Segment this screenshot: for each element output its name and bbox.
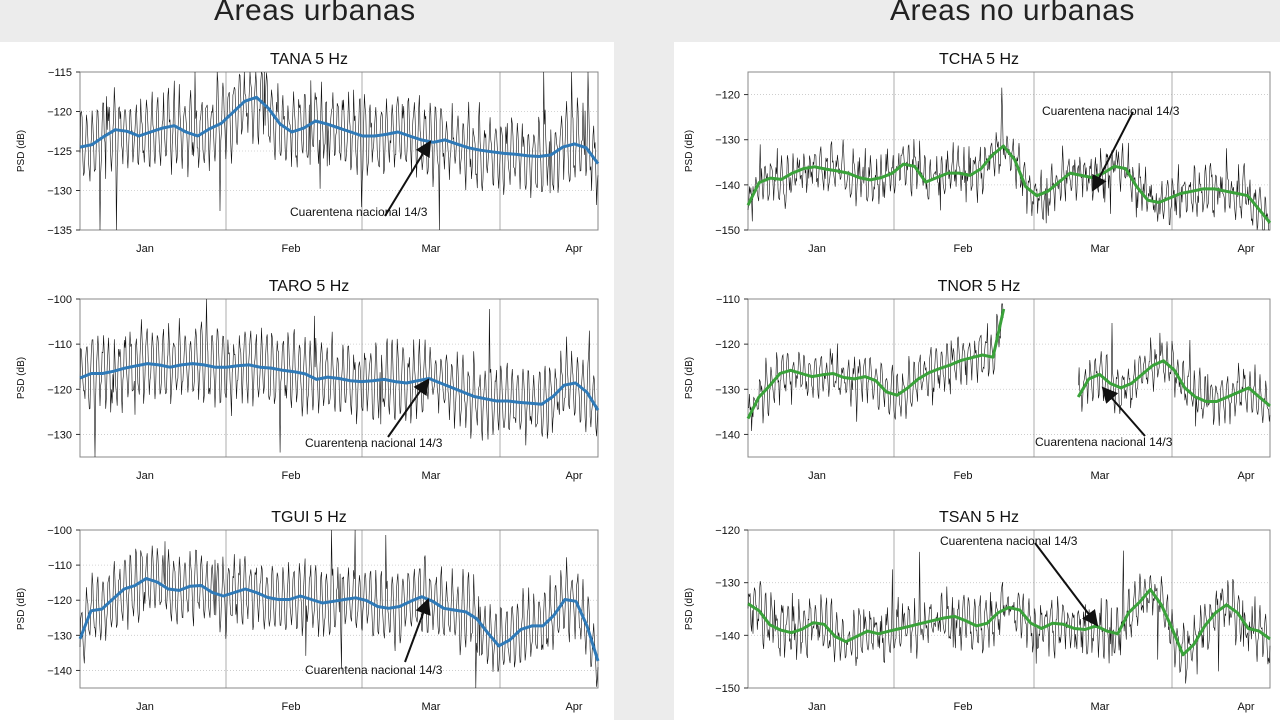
y-tick-label: −100	[47, 525, 72, 537]
raw-psd-trace	[748, 303, 1271, 432]
chart-tcha: −120 −130 −140 −150 Jan Feb Mar Apr PSD (dB) TCHA…	[684, 51, 1272, 255]
x-tick-label: Jan	[136, 243, 154, 255]
x-tick-label: Mar	[422, 243, 441, 255]
chart-title: TARO 5 Hz	[269, 278, 350, 295]
raw-psd-trace	[79, 298, 599, 458]
y-axis-label: PSD (dB)	[684, 357, 695, 399]
quarantine-arrow	[1034, 542, 1099, 627]
smoothed-psd-line	[79, 95, 600, 165]
y-tick-label: −130	[715, 578, 740, 590]
x-tick-label: Apr	[1237, 243, 1254, 255]
quarantine-annotation: Cuarentena nacional 14/3	[290, 205, 428, 219]
chart-title: TANA 5 Hz	[270, 51, 348, 68]
smoothed-psd-line	[746, 308, 1271, 420]
y-tick-label: −130	[47, 630, 72, 642]
y-tick-label: −140	[715, 180, 740, 192]
y-tick-label: −120	[47, 595, 72, 607]
chart-tana: −115 −120 −125 −130 −135 Jan Feb Mar Apr PSD (dB)…	[16, 51, 600, 255]
quarantine-arrow	[1092, 111, 1134, 192]
raw-psd-trace	[747, 550, 1271, 684]
chart-title: TGUI 5 Hz	[271, 509, 347, 526]
quarantine-annotation: Cuarentena nacional 14/3	[305, 663, 443, 677]
x-tick-label: Feb	[282, 701, 301, 713]
y-tick-label: −130	[47, 186, 72, 198]
chart-tsan: −120 −130 −140 −150 Jan Feb Mar Apr PSD (dB) TSAN…	[684, 509, 1271, 713]
y-tick-label: −125	[47, 146, 72, 158]
y-tick-label: −150	[715, 683, 740, 695]
x-tick-label: Mar	[1091, 470, 1110, 482]
plot-frame	[747, 529, 1271, 689]
y-tick-label: −130	[715, 135, 740, 147]
x-tick-label: Feb	[282, 243, 301, 255]
y-tick-label: −140	[715, 630, 740, 642]
x-tick-label: Apr	[1237, 470, 1254, 482]
quarantine-annotation: Cuarentena nacional 14/3	[305, 436, 443, 450]
raw-psd-trace	[79, 529, 599, 689]
x-tick-label: Jan	[136, 701, 154, 713]
x-tick-label: Mar	[1091, 701, 1110, 713]
quarantine-annotation: Cuarentena nacional 14/3	[1042, 104, 1180, 118]
smoothed-psd-line	[747, 588, 1271, 657]
x-tick-label: Jan	[808, 701, 826, 713]
chart-tnor: −110 −120 −130 −140 Jan Feb Mar Apr PSD (dB) TNOR…	[684, 278, 1271, 482]
x-tick-label: Jan	[808, 243, 826, 255]
y-axis-label: PSD (dB)	[16, 130, 27, 172]
y-tick-label: −120	[715, 90, 740, 102]
y-tick-label: −130	[47, 429, 72, 441]
y-tick-label: −120	[715, 339, 740, 351]
chart-title: TSAN 5 Hz	[939, 509, 1019, 526]
quarantine-arrow	[404, 598, 431, 663]
x-tick-label: Apr	[565, 243, 582, 255]
urban-areas-title: Áreas urbanas	[214, 0, 416, 27]
x-tick-label: Jan	[136, 470, 154, 482]
quarantine-arrow	[384, 140, 432, 217]
quarantine-arrow	[1101, 386, 1146, 437]
quarantine-arrow	[387, 378, 430, 438]
plot-frame	[747, 298, 1271, 458]
x-tick-label: Feb	[954, 701, 973, 713]
y-tick-label: −140	[715, 429, 740, 441]
y-axis-label: PSD (dB)	[684, 588, 695, 630]
y-tick-label: −110	[48, 339, 72, 351]
y-tick-label: −150	[715, 225, 740, 237]
y-tick-label: −110	[48, 560, 72, 572]
y-tick-label: −115	[48, 67, 72, 79]
plot-frame	[747, 71, 1271, 231]
x-tick-label: Mar	[422, 470, 441, 482]
y-tick-label: −110	[716, 294, 740, 306]
y-axis-label: PSD (dB)	[16, 588, 27, 630]
y-tick-label: −100	[47, 294, 72, 306]
y-tick-label: −140	[47, 665, 72, 677]
raw-psd-trace	[79, 71, 599, 231]
smoothed-psd-line	[79, 362, 600, 411]
non-urban-areas-title: Áreas no urbanas	[890, 0, 1135, 27]
x-tick-label: Jan	[808, 470, 826, 482]
x-tick-label: Feb	[954, 243, 973, 255]
x-tick-label: Feb	[282, 470, 301, 482]
x-tick-label: Mar	[422, 701, 441, 713]
chart-tgui: −100 −110 −120 −130 −140 Jan Feb Mar Apr PSD (dB)…	[16, 509, 600, 713]
smoothed-psd-line	[78, 577, 600, 662]
smoothed-psd-line	[746, 144, 1272, 224]
y-tick-label: −130	[715, 384, 740, 396]
y-tick-label: −120	[47, 107, 72, 119]
raw-psd-trace	[747, 87, 1270, 231]
y-tick-label: −120	[715, 525, 740, 537]
chart-taro: −100 −110 −120 −130 Jan Feb Mar Apr PSD (dB) TARO…	[16, 278, 600, 482]
x-tick-label: Apr	[565, 701, 582, 713]
y-axis-label: PSD (dB)	[684, 130, 695, 172]
plot-frame	[79, 529, 599, 689]
y-axis-label: PSD (dB)	[16, 357, 27, 399]
quarantine-annotation: Cuarentena nacional 14/3	[940, 534, 1078, 548]
y-tick-label: −120	[47, 384, 72, 396]
x-tick-label: Apr	[1237, 701, 1254, 713]
chart-title: TNOR 5 Hz	[938, 278, 1021, 295]
chart-title: TCHA 5 Hz	[939, 51, 1019, 68]
x-tick-label: Apr	[565, 470, 582, 482]
x-tick-label: Feb	[954, 470, 973, 482]
x-tick-label: Mar	[1091, 243, 1110, 255]
quarantine-annotation: Cuarentena nacional 14/3	[1035, 435, 1173, 449]
y-tick-label: −135	[47, 225, 72, 237]
